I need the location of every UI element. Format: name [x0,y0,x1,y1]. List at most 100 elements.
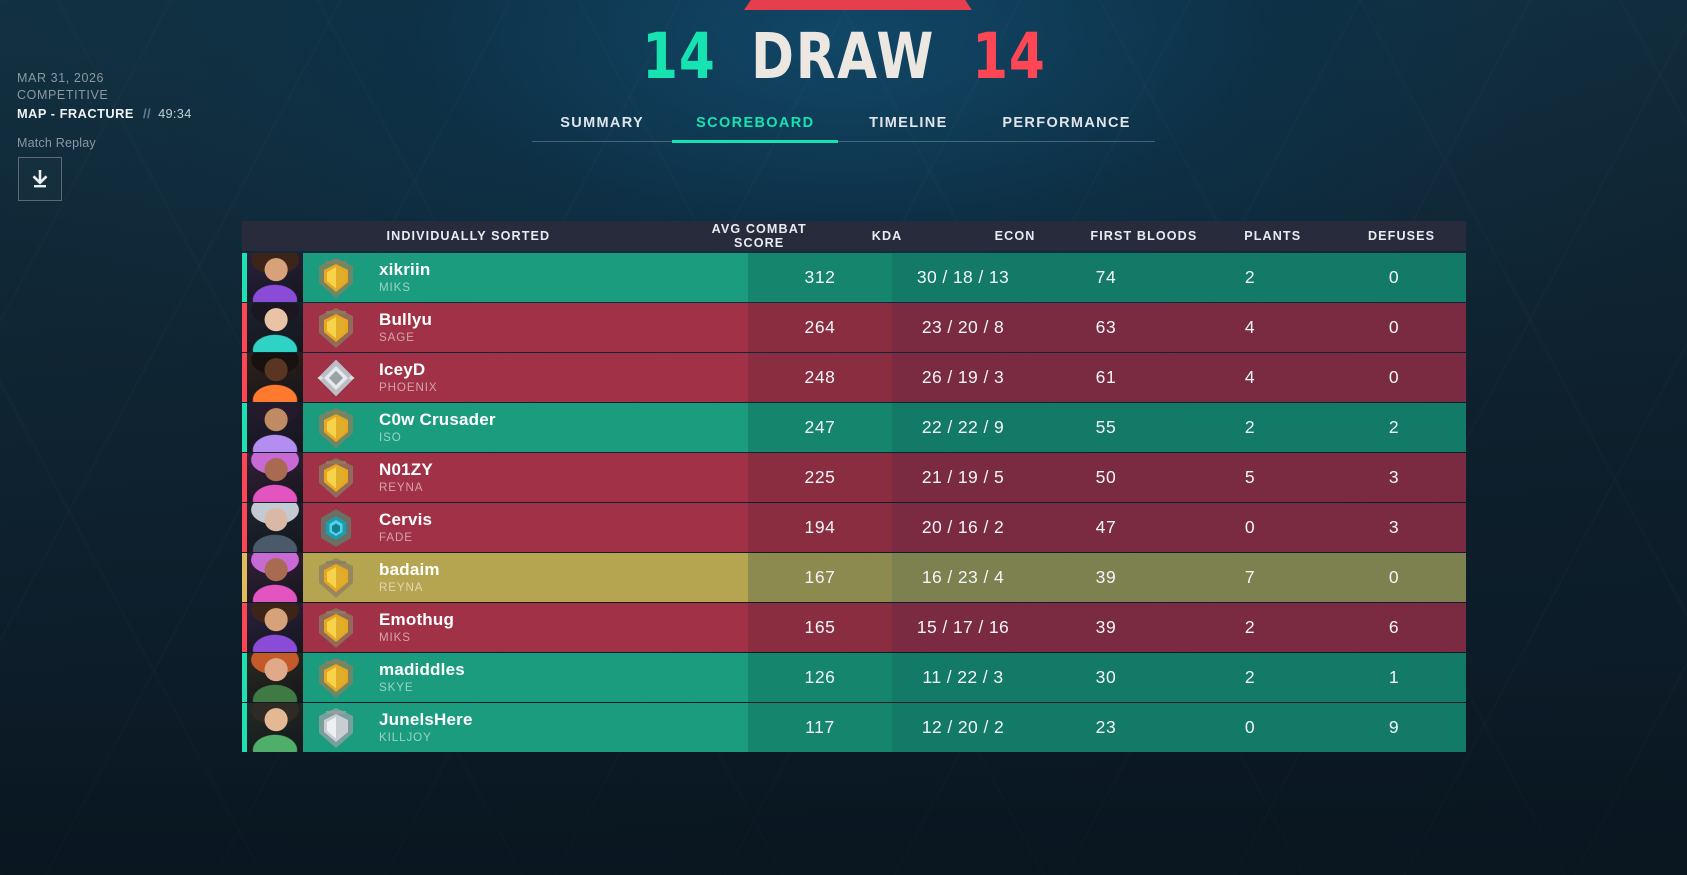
match-map-row: MAP - FRACTURE // 49:34 [17,105,192,123]
stat-first-bloods: 0 [1244,717,1256,737]
stat-plants: 0 [1388,317,1400,337]
column-header-econ[interactable]: ECON [994,229,1036,243]
stats-group: 16 / 23 / 439700 [892,553,1466,602]
player-cell[interactable]: Emothug MIKS [247,603,748,652]
agent-name: REYNA [379,481,424,494]
player-identity: N01ZY REYNA [379,460,433,495]
match-mode: COMPETITIVE [17,88,109,102]
player-name: madiddles [379,660,465,679]
player-name: Cervis [379,510,433,529]
player-name: xikriin [379,260,431,279]
agent-portrait [247,653,303,702]
player-name: N01ZY [379,460,433,479]
stat-kda: 22 / 22 / 9 [921,417,1005,437]
agent-name: FADE [379,531,413,544]
stat-acs: 165 [804,617,836,637]
stat-acs: 194 [804,517,836,537]
team-accent-bar [242,603,247,652]
column-header-player[interactable]: INDIVIDUALLY SORTED [386,229,551,243]
stat-econ: 55 [1095,417,1117,437]
team-accent-bar [242,653,247,702]
stats-group: 23 / 20 / 863400 [892,303,1466,352]
player-cell[interactable]: N01ZY REYNA [247,453,748,502]
stat-econ: 63 [1095,317,1117,337]
player-identity: C0w Crusader ISO [379,410,496,445]
player-cell[interactable]: Bullyu SAGE [247,303,748,352]
player-identity: Bullyu SAGE [379,310,432,345]
stat-econ: 23 [1095,717,1117,737]
player-cell[interactable]: xikriin MIKS [247,253,748,302]
player-identity: Emothug MIKS [379,610,454,645]
agent-portrait [247,553,303,602]
tab-scoreboard[interactable]: SCOREBOARD [672,115,838,142]
rank-badge-icon [309,603,363,652]
match-date: MAR 31, 2026 [17,71,105,85]
column-header-first-bloods[interactable]: FIRST BLOODS [1090,229,1198,243]
team-accent-bar [242,303,247,352]
player-cell[interactable]: badaim REYNA [247,553,748,602]
column-header-defuses[interactable]: DEFUSES [1367,229,1436,243]
player-cell[interactable]: Cervis FADE [247,503,748,552]
stats-group: 21 / 19 / 550530 [892,453,1466,502]
stat-acs: 126 [804,667,836,687]
team-accent-bar [242,503,247,552]
stat-econ: 39 [1095,617,1117,637]
score-result: DRAW [751,20,936,93]
agent-portrait [247,253,303,302]
stat-plants: 0 [1388,367,1400,387]
tab-active-indicator [672,140,839,143]
team-accent-bar [242,553,247,602]
player-identity: badaim REYNA [379,560,440,595]
player-name: badaim [379,560,440,579]
stats-group: 11 / 22 / 330210 [892,653,1466,702]
stat-plants: 1 [1388,667,1400,687]
rank-badge-icon [309,353,363,402]
player-name: JunelsHere [379,710,473,729]
player-cell[interactable]: JunelsHere KILLJOY [247,703,748,752]
player-identity: madiddles SKYE [379,660,465,695]
tab-timeline[interactable]: TIMELINE [869,115,948,131]
stat-kda: 30 / 18 / 13 [916,267,1010,287]
player-cell[interactable]: IceyD PHOENIX [247,353,748,402]
agent-name: MIKS [379,631,411,644]
stat-kda: 20 / 16 / 2 [921,517,1005,537]
stat-plants: 9 [1388,717,1400,737]
match-duration: 49:34 [158,106,192,121]
column-header-kda[interactable]: KDA [871,229,903,243]
stat-kda: 15 / 17 / 16 [916,617,1010,637]
player-cell[interactable]: madiddles SKYE [247,653,748,702]
column-header-plants[interactable]: PLANTS [1244,229,1302,243]
active-match-tab[interactable] [744,0,972,10]
stat-acs: 264 [804,317,836,337]
player-identity: Cervis FADE [379,510,432,545]
stat-acs: 247 [804,417,836,437]
stat-first-bloods: 2 [1244,417,1256,437]
player-cell[interactable]: C0w Crusader ISO [247,403,748,452]
column-header-acs[interactable]: AVG COMBAT SCORE [711,222,807,250]
match-tabs: SUMMARY SCOREBOARD TIMELINE PERFORMANCE [0,115,1687,143]
stat-first-bloods: 2 [1244,667,1256,687]
match-score-header: 14 DRAW 14 [0,24,1687,90]
team-accent-bar [242,703,247,752]
tab-summary[interactable]: SUMMARY [560,115,645,131]
stats-group: 26 / 19 / 361400 [892,353,1466,402]
tab-performance[interactable]: PERFORMANCE [1002,115,1131,131]
match-replay-download-button[interactable] [18,157,62,201]
stat-plants: 3 [1388,467,1400,487]
rank-badge-icon [309,553,363,602]
